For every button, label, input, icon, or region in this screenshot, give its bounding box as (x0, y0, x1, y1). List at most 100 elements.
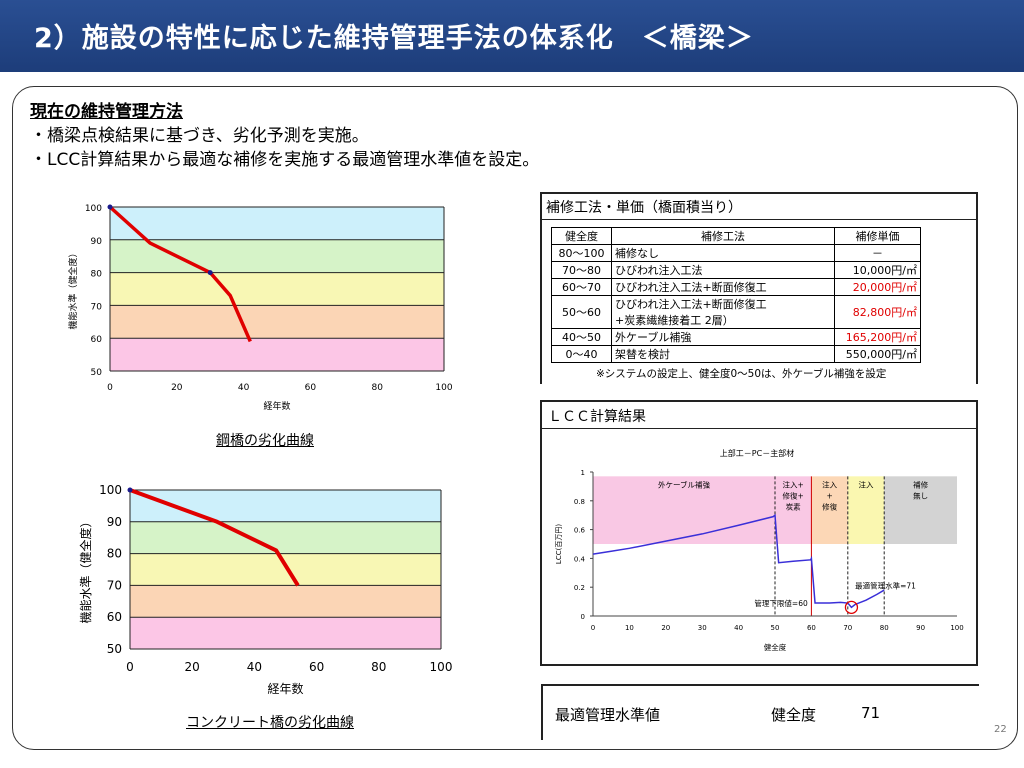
header-method: 補修工法 (611, 227, 835, 245)
repair-health-range: 0～40 (551, 345, 612, 363)
y-tick-label: 50 (91, 368, 103, 378)
y-tick-label: 0 (581, 613, 585, 621)
data-marker (207, 270, 213, 276)
x-tick-label: 10 (625, 624, 634, 632)
page-number: 22 (994, 724, 1007, 735)
lcc-region-label: + (826, 491, 832, 500)
health-band (110, 305, 444, 339)
lcc-box-divider (540, 428, 978, 429)
repair-price: 20,000円/㎡ (834, 278, 921, 296)
repair-note: ※システムの設定上、健全度0～50は、外ケーブル補強を設定 (596, 368, 887, 380)
lcc-region (593, 476, 775, 544)
lower-limit-annotation: 管理下限値=60 (754, 598, 808, 608)
data-marker (127, 487, 133, 493)
lcc-region (884, 476, 957, 544)
repair-method: 補修なし (611, 244, 835, 262)
repair-box-divider (540, 219, 978, 220)
x-tick-label: 80 (371, 383, 383, 393)
x-tick-label: 60 (309, 660, 324, 674)
repair-health-range: 50～60 (551, 295, 612, 329)
repair-method: 架替を検討 (611, 345, 835, 363)
x-axis-label: 健全度 (764, 642, 787, 652)
lcc-region-label: 修復 (822, 501, 838, 511)
y-tick-label: 0.6 (574, 527, 586, 535)
y-tick-label: 1 (581, 469, 585, 477)
lcc-line (592, 513, 885, 609)
health-band (110, 239, 444, 273)
lcc-region (847, 476, 885, 544)
x-tick-label: 20 (661, 624, 670, 632)
y-axis-label: LCC(百万円) (555, 524, 563, 564)
y-tick-label: 80 (91, 270, 103, 280)
result-key: 健全度 (771, 706, 817, 724)
y-axis-label: 機能水準（健全度） (78, 515, 93, 623)
x-tick-label: 70 (843, 624, 852, 632)
repair-method-line: 外ケーブル補強 (615, 331, 692, 344)
x-tick-label: 90 (916, 624, 925, 632)
repair-price: － (834, 244, 921, 262)
repair-table-header: 健全度 補修工法 補修単価 (551, 227, 921, 245)
x-tick-label: 40 (238, 383, 250, 393)
lcc-region-label: 注入 (859, 479, 874, 489)
repair-health-range: 80～100 (551, 244, 612, 262)
data-marker (107, 204, 113, 210)
health-band (130, 617, 441, 649)
x-tick-label: 0 (126, 660, 134, 674)
result-box: 最適管理水準値 健全度 71 (541, 684, 979, 740)
lcc-region (811, 476, 848, 544)
intro-line-2: ・LCC計算結果から最適な補修を実施する最適管理水準値を設定。 (30, 150, 540, 170)
repair-row: 40～50 外ケーブル補強 165,200円/㎡ (551, 328, 921, 346)
y-tick-label: 70 (107, 578, 122, 592)
health-band (130, 521, 441, 554)
y-tick-label: 50 (107, 642, 122, 656)
deterioration-line (129, 488, 300, 587)
concrete-chart-caption: コンクリート橋の劣化曲線 (186, 715, 354, 731)
lcc-region-label: 注入 (822, 479, 838, 489)
x-tick-label: 30 (698, 624, 707, 632)
x-tick-label: 60 (807, 624, 816, 632)
optimum-marker (844, 600, 859, 615)
lcc-box-title: ＬＣＣ計算結果 (548, 409, 646, 425)
header-bar: 2）施設の特性に応じた維持管理手法の体系化 ＜橋梁＞ (0, 0, 1024, 72)
repair-method-line2: +炭素繊維接着工 2層） (615, 314, 734, 327)
repair-method: ひびわれ注入工法+断面修復工 (611, 278, 835, 296)
x-tick-label: 100 (950, 624, 963, 632)
intro-heading: 現在の維持管理方法 (30, 102, 183, 122)
repair-method: 外ケーブル補強 (611, 328, 835, 346)
health-band (110, 338, 444, 371)
lcc-chart-title: 上部工－PC－主部材 (720, 448, 794, 458)
y-tick-label: 80 (107, 547, 122, 561)
steel-deterioration-chart: 50 60 70 80 90 100 0 20 40 60 80 100 経年数 機能水準（健全度） (67, 204, 453, 412)
repair-price: 10,000円/㎡ (834, 261, 921, 279)
repair-row: 60～70 ひびわれ注入工法+断面修復工 20,000円/㎡ (551, 278, 921, 296)
repair-method: ひびわれ注入工法+断面修復工 +炭素繊維接着工 2層） (611, 295, 835, 329)
health-band (110, 272, 444, 306)
y-tick-label: 0.2 (574, 584, 585, 592)
x-tick-label: 50 (771, 624, 780, 632)
repair-row: 50～60 ひびわれ注入工法+断面修復工 +炭素繊維接着工 2層） 82,800円/㎡ (551, 295, 921, 329)
x-axis-label: 経年数 (263, 400, 290, 412)
health-band (130, 553, 441, 586)
x-axis-label: 経年数 (267, 681, 303, 696)
x-tick-label: 0 (591, 624, 595, 632)
x-tick-label: 0 (107, 383, 113, 393)
repair-health-range: 40～50 (551, 328, 612, 346)
x-tick-label: 100 (430, 660, 453, 674)
health-band (130, 585, 441, 618)
steel-chart-caption: 鋼橋の劣化曲線 (216, 433, 314, 449)
x-tick-label: 80 (880, 624, 889, 632)
lcc-region-label: 補修 (913, 479, 929, 489)
repair-price: 82,800円/㎡ (834, 295, 921, 329)
intro-text: 現在の維持管理方法 ・橋梁点検結果に基づき、劣化予測を実施。 ・LCC計算結果か… (30, 100, 539, 172)
repair-table: 健全度 補修工法 補修単価 80～100 補修なし － 70～80 ひびわれ注入工法 10… (551, 227, 921, 363)
x-tick-label: 60 (305, 383, 317, 393)
repair-method-line: ひびわれ注入工法 (615, 264, 703, 277)
y-tick-label: 0.4 (574, 555, 586, 563)
repair-row: 80～100 補修なし － (551, 244, 921, 262)
y-tick-label: 100 (99, 483, 122, 497)
concrete-deterioration-chart: 50 60 70 80 90 100 0 20 40 60 80 100 経年数 機能水準（健全度） (78, 483, 453, 696)
header-price: 補修単価 (834, 227, 921, 245)
x-tick-label: 40 (247, 660, 262, 674)
repair-price: 165,200円/㎡ (834, 328, 921, 346)
